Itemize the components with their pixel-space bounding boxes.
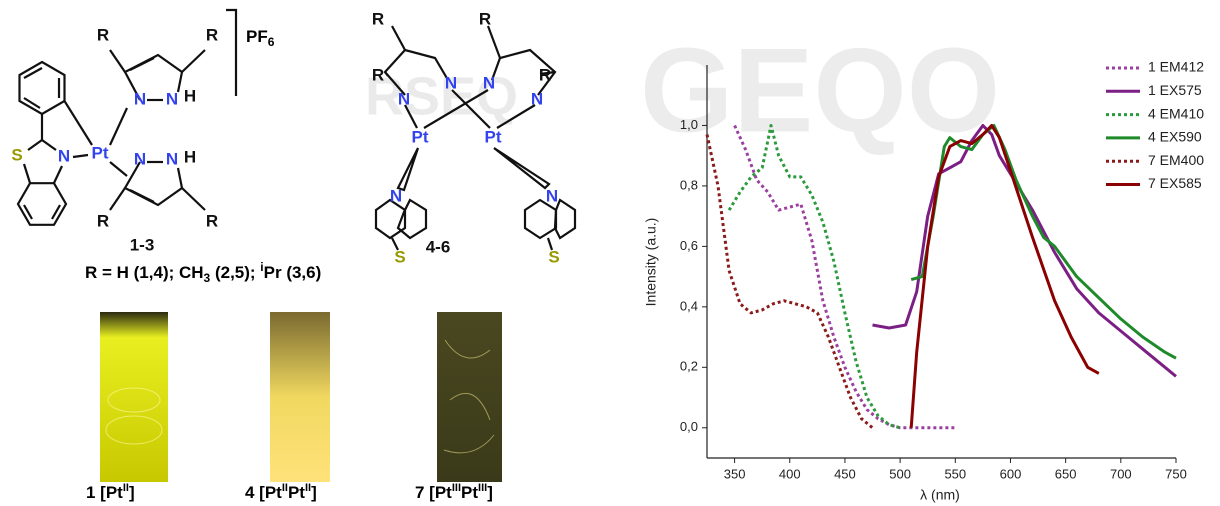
y-tick-label: 0,6	[680, 238, 698, 253]
atom: N	[134, 149, 146, 168]
y-tick-label: 0,8	[680, 177, 698, 192]
photo	[437, 312, 502, 482]
atom: R	[97, 211, 109, 230]
atom: R	[206, 211, 218, 230]
atom: N	[445, 73, 457, 92]
atom: H	[184, 147, 196, 166]
atom: S	[11, 145, 22, 164]
atom: N	[398, 89, 410, 108]
atom: R	[372, 9, 384, 28]
atom: N	[546, 186, 558, 205]
x-tick-label: 600	[1000, 466, 1022, 481]
photo	[270, 312, 330, 482]
x-tick-label: 700	[1110, 466, 1132, 481]
photo-caption: 4 [PtIIPtII]	[245, 482, 317, 503]
atom: R	[479, 9, 491, 28]
atom: R	[206, 25, 218, 44]
structure-1	[18, 10, 236, 225]
figure: GEQO RSEQ R R N N H Pt S N N N H R R PF6…	[0, 0, 1220, 506]
substituents: R = H (1,4); CH3 (2,5); iPr (3,6)	[85, 260, 321, 285]
legend-label: 7 EX585	[1148, 175, 1202, 191]
atom: Pt	[485, 127, 502, 146]
atom: S	[548, 247, 559, 266]
atom: H	[184, 86, 196, 105]
atom: Pt	[92, 143, 109, 162]
compound-label: 1-3	[130, 235, 155, 254]
structure-4	[376, 26, 575, 250]
atom: N	[483, 73, 495, 92]
compound-label: 4-6	[426, 237, 451, 256]
y-axis-label: Intensity (a.u.)	[643, 218, 659, 307]
atom: N	[166, 149, 178, 168]
watermark: GEQO	[640, 24, 1000, 158]
x-tick-label: 500	[889, 466, 911, 481]
atom: Pt	[412, 127, 429, 146]
x-tick-label: 750	[1165, 466, 1187, 481]
atom: R	[372, 65, 384, 84]
legend-label: 1 EM412	[1148, 59, 1204, 75]
y-tick-label: 0,4	[680, 298, 698, 313]
photo-caption: 7 [PtIIIPtIII]	[415, 482, 493, 503]
atom: N	[58, 146, 70, 165]
atom: N	[134, 89, 146, 108]
atom: N	[531, 89, 543, 108]
x-tick-label: 350	[724, 466, 746, 481]
y-tick-label: 0,2	[680, 359, 698, 374]
legend-label: 1 EX575	[1148, 82, 1202, 98]
atom: R	[97, 25, 109, 44]
atom: N	[390, 186, 402, 205]
atom: S	[394, 247, 405, 266]
x-tick-label: 450	[834, 466, 856, 481]
x-tick-label: 650	[1055, 466, 1077, 481]
y-tick-label: 1,0	[680, 117, 698, 132]
atom: R	[539, 65, 551, 84]
legend-label: 4 EM410	[1148, 105, 1204, 121]
x-tick-label: 400	[779, 466, 801, 481]
atom: N	[166, 89, 178, 108]
x-tick-label: 550	[944, 466, 966, 481]
y-tick-label: 0,0	[680, 419, 698, 434]
x-axis-label: λ (nm)	[920, 487, 960, 503]
series-line	[707, 135, 873, 428]
photo	[100, 312, 168, 482]
legend-label: 7 EM400	[1148, 152, 1204, 168]
counterion: PF6	[246, 27, 275, 49]
photo-caption: 1 [PtII]	[86, 482, 135, 503]
legend-label: 4 EX590	[1148, 129, 1202, 145]
